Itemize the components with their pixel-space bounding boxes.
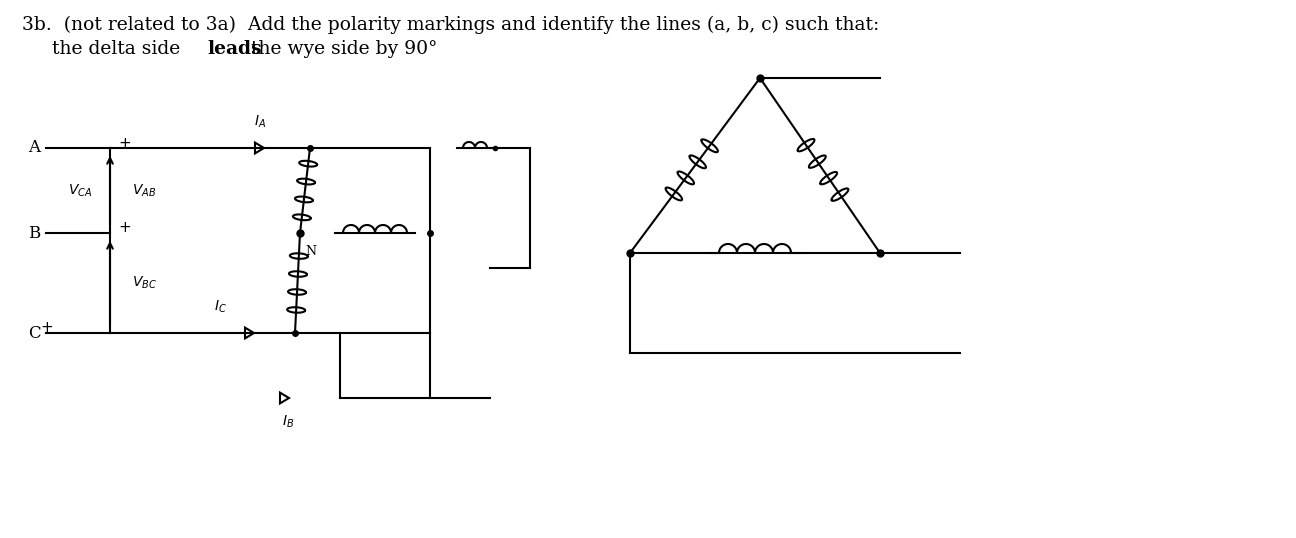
Text: the wye side by 90°: the wye side by 90° [245, 40, 437, 58]
Text: the delta side: the delta side [22, 40, 187, 58]
Text: $I_C$: $I_C$ [214, 299, 227, 315]
Text: $I_A$: $I_A$ [254, 114, 266, 130]
Text: +: + [118, 136, 131, 151]
Text: leads: leads [207, 40, 262, 58]
Text: B: B [29, 224, 40, 242]
Text: N: N [305, 245, 316, 258]
Text: +: + [40, 320, 53, 335]
Text: A: A [29, 139, 40, 157]
Text: +: + [118, 221, 131, 236]
Text: C: C [29, 324, 40, 342]
Text: $V_{BC}$: $V_{BC}$ [132, 275, 157, 291]
Text: 3b.  (not related to 3a)  Add the polarity markings and identify the lines (a, b: 3b. (not related to 3a) Add the polarity… [22, 16, 879, 34]
Text: $I_B$: $I_B$ [283, 414, 294, 430]
Text: $V_{CA}$: $V_{CA}$ [67, 182, 92, 199]
Text: $V_{AB}$: $V_{AB}$ [132, 182, 157, 199]
